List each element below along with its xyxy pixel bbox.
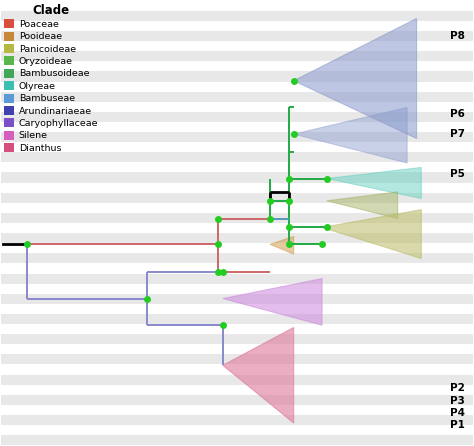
Polygon shape: [223, 327, 294, 423]
Bar: [0, 355, 474, 364]
Bar: [0, 132, 474, 142]
Polygon shape: [327, 167, 421, 198]
Polygon shape: [223, 279, 322, 325]
Bar: [0, 51, 474, 61]
Polygon shape: [322, 210, 421, 259]
Bar: [0, 173, 474, 182]
Polygon shape: [294, 18, 417, 139]
Bar: [0, 253, 474, 264]
Text: P5: P5: [450, 169, 465, 179]
Text: P6: P6: [450, 109, 465, 119]
Polygon shape: [327, 192, 398, 219]
Bar: [0, 294, 474, 304]
Polygon shape: [270, 236, 294, 254]
Bar: [0, 435, 474, 445]
Text: P2: P2: [450, 383, 465, 392]
Bar: [0, 31, 474, 41]
Bar: [0, 334, 474, 344]
Bar: [0, 233, 474, 243]
Legend: Poaceae, Pooideae, Panicoideae, Oryzoideae, Bambusoideae, Olyreae, Bambuseae, Ar: Poaceae, Pooideae, Panicoideae, Oryzoide…: [1, 2, 100, 155]
Bar: [0, 71, 474, 82]
Bar: [0, 193, 474, 203]
Bar: [0, 91, 474, 102]
Text: P7: P7: [450, 129, 465, 139]
Bar: [0, 375, 474, 385]
Bar: [0, 415, 474, 425]
Bar: [0, 112, 474, 122]
Bar: [0, 213, 474, 223]
Text: P3: P3: [450, 396, 465, 406]
Bar: [0, 314, 474, 324]
Bar: [0, 152, 474, 162]
Text: P8: P8: [450, 31, 465, 41]
Bar: [0, 273, 474, 284]
Bar: [0, 395, 474, 405]
Text: P4: P4: [450, 408, 465, 418]
Text: P1: P1: [450, 420, 465, 430]
Polygon shape: [294, 107, 407, 163]
Bar: [0, 11, 474, 21]
